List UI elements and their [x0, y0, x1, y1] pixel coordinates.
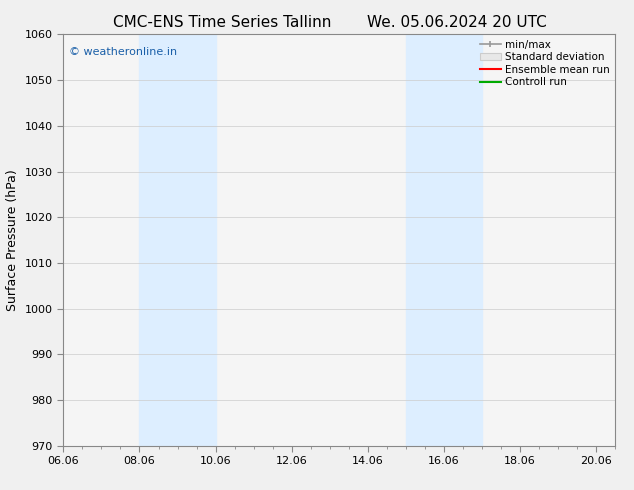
Y-axis label: Surface Pressure (hPa): Surface Pressure (hPa) — [6, 169, 19, 311]
Bar — [406, 34, 482, 446]
Text: CMC-ENS Time Series Tallinn: CMC-ENS Time Series Tallinn — [113, 15, 331, 30]
Text: © weatheronline.in: © weatheronline.in — [69, 47, 177, 57]
Text: We. 05.06.2024 20 UTC: We. 05.06.2024 20 UTC — [366, 15, 547, 30]
Legend: min/max, Standard deviation, Ensemble mean run, Controll run: min/max, Standard deviation, Ensemble me… — [478, 37, 612, 89]
Bar — [139, 34, 216, 446]
